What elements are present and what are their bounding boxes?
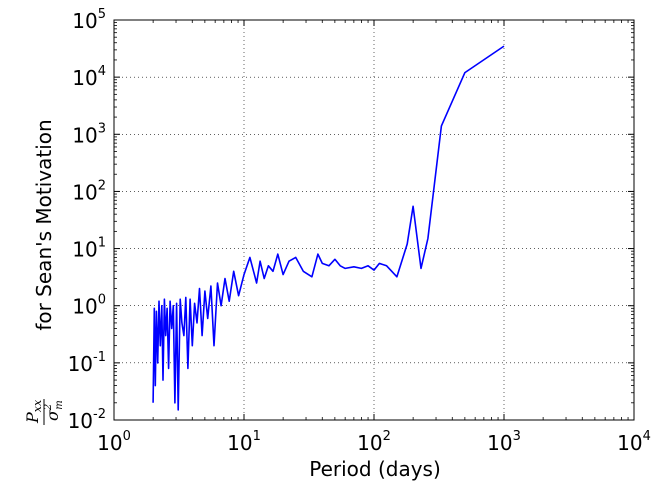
y-tick-label: 104 xyxy=(72,64,106,90)
x-tick-labels: 100 101 102 103 104 xyxy=(97,429,651,455)
series-line xyxy=(152,45,505,411)
y-tick-label: 102 xyxy=(72,178,106,204)
y-tick-label: 100 xyxy=(72,293,106,319)
y-tick-label: 10-2 xyxy=(68,407,106,433)
y-tick-label: 101 xyxy=(72,236,106,262)
y-tick-label: 103 xyxy=(72,121,106,147)
x-tick-label: 102 xyxy=(357,429,391,455)
x-axis-label: Period (days) xyxy=(309,457,441,481)
y-label-text: for Sean's Motivation xyxy=(32,119,56,330)
series-layer xyxy=(152,45,505,411)
ticks xyxy=(113,19,635,421)
x-tick-label: 103 xyxy=(487,429,521,455)
y-axis-label-fraction: Pxx σ2m xyxy=(23,399,65,425)
x-tick-label: 100 xyxy=(97,429,131,455)
x-tick-label: 101 xyxy=(227,429,261,455)
x-tick-label: 104 xyxy=(617,429,651,455)
y-tick-label: 105 xyxy=(72,7,106,33)
y-axis-label: Pxx σ2m for Sean's Motivation xyxy=(23,119,65,425)
y-label-numerator: Pxx xyxy=(23,399,44,424)
grid xyxy=(114,20,634,420)
y-label-denominator: σ2m xyxy=(43,400,65,421)
y-tick-label: 10-1 xyxy=(68,350,106,376)
y-tick-labels: 10-2 10-1 100 101 102 103 104 105 xyxy=(68,7,106,433)
